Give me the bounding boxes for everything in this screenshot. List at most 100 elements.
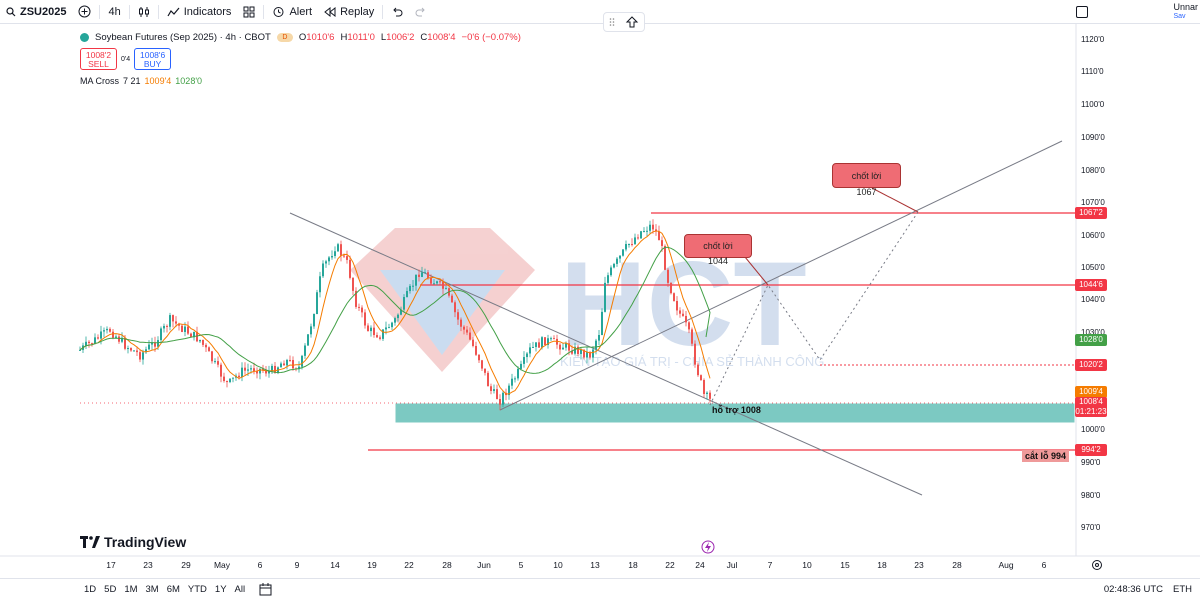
candle-body <box>685 315 687 323</box>
interval-button[interactable]: 4h <box>102 0 126 24</box>
change-value: −0'6 (−0.07%) <box>461 31 521 43</box>
candle-body <box>367 325 369 332</box>
candle-body <box>304 345 306 356</box>
candle-body <box>412 285 414 287</box>
time-axis[interactable]: 17 23 29 May 6 9 14 19 22 28 Jun 5 10 13 18 22 24 Jul 7 10 1… <box>0 556 1077 574</box>
watermark-logo-text: HCT <box>560 237 807 371</box>
legend-title[interactable]: Soybean Futures (Sep 2025) · 4h · CBOT <box>95 31 271 43</box>
candle-body <box>544 337 546 345</box>
floating-drawing-toolbar[interactable] <box>603 12 645 32</box>
candle-body <box>592 349 594 358</box>
time-axis-label: 24 <box>695 560 705 570</box>
divider <box>99 4 101 19</box>
layouts-button[interactable] <box>237 0 261 24</box>
range-button-ytd[interactable]: YTD <box>187 584 207 595</box>
price-axis-label: 1120'0 <box>1081 35 1105 44</box>
watermark-slogan: KIẾN TẠO GIÁ TRỊ - CHIA SẺ THÀNH CÔNG <box>560 354 824 369</box>
range-button-1d[interactable]: 1D <box>84 584 97 595</box>
candle-body <box>211 351 213 362</box>
range-button-1y[interactable]: 1Y <box>214 584 227 595</box>
candle-body <box>133 350 135 352</box>
candle-body <box>112 331 114 338</box>
ohlc-open: O1010'6 <box>299 32 335 43</box>
candle-body <box>175 321 177 324</box>
time-axis-label: 28 <box>952 560 962 570</box>
candle-body <box>709 392 711 399</box>
candle-body <box>217 361 219 365</box>
settings-icon[interactable] <box>1091 559 1103 571</box>
candle-body <box>136 350 138 353</box>
take-profit-callout-1044[interactable]: chốt lời 1044 <box>684 234 752 266</box>
candle-body <box>631 244 633 246</box>
projection-path[interactable] <box>709 211 919 406</box>
price-axis-label: 1090'0 <box>1081 133 1105 142</box>
candle-body <box>130 348 132 351</box>
layout-checkbox[interactable] <box>1076 6 1088 18</box>
undo-button[interactable] <box>385 0 409 24</box>
descending-trendline[interactable] <box>289 212 923 496</box>
time-axis-label: Jun <box>477 560 491 570</box>
close-value: 1008'4 <box>427 31 456 43</box>
range-button-all[interactable]: All <box>234 584 246 595</box>
candle-body <box>106 328 108 331</box>
range-button-3m[interactable]: 3M <box>145 584 159 595</box>
take-profit-callout-1067[interactable]: chốt lời 1067 <box>832 163 901 197</box>
price-tag-1067: 1067'2 <box>1075 207 1107 219</box>
candle-body <box>508 385 510 396</box>
stop-loss-label[interactable]: cắt lỗ 994 <box>1022 450 1070 462</box>
compare-button[interactable] <box>72 0 97 24</box>
candle-body <box>97 337 99 339</box>
calendar-range-icon[interactable] <box>259 583 272 596</box>
stop-loss-text: cắt lỗ 994 <box>1025 451 1067 461</box>
price-axis-label: 1060'0 <box>1081 231 1105 240</box>
session-toggle[interactable]: ETH <box>1173 584 1192 595</box>
tradingview-logo[interactable]: TradingView <box>80 534 186 550</box>
layout-name[interactable]: Unnar Sav <box>1173 2 1198 22</box>
high-value: 1011'0 <box>347 31 375 43</box>
ma-slow-value: 1028'0 <box>175 76 203 86</box>
time-axis-label: 18 <box>628 560 638 570</box>
lightning-icon[interactable] <box>701 540 715 554</box>
indicators-icon <box>167 7 180 16</box>
drag-handle-icon[interactable] <box>609 17 615 27</box>
ascending-trendline[interactable] <box>499 140 1063 411</box>
time-axis-label: May <box>213 560 231 570</box>
candle-body <box>703 379 705 394</box>
sell-button[interactable]: 1008'2 SELL <box>80 48 117 70</box>
chart-type-button[interactable] <box>132 0 156 24</box>
support-label[interactable]: hỗ trợ 1008 <box>712 405 761 415</box>
candle-body <box>349 259 351 278</box>
alert-button[interactable]: Alert <box>266 0 318 24</box>
range-button-5d[interactable]: 5D <box>104 584 117 595</box>
replay-button[interactable]: Replay <box>318 0 380 24</box>
candle-body <box>289 359 291 361</box>
time-axis-label: Jul <box>726 560 738 570</box>
candle-body <box>322 263 324 277</box>
range-button-6m[interactable]: 6M <box>166 584 180 595</box>
divider <box>128 4 130 19</box>
candle-body <box>433 283 435 285</box>
indicators-button[interactable]: Indicators <box>161 0 238 24</box>
candle-body <box>532 346 534 348</box>
ma-cross-legend[interactable]: MA Cross 7 21 1009'4 1028'0 <box>80 76 206 86</box>
utc-clock[interactable]: 02:48:36 UTC <box>1103 584 1163 595</box>
candle-body <box>199 339 201 342</box>
price-axis-label: 1070'0 <box>1081 198 1105 207</box>
price-axis-label: 990'0 <box>1081 458 1101 467</box>
candle-body <box>637 237 639 239</box>
ohlc-high: H1011'0 <box>340 32 374 43</box>
candle-body <box>664 245 666 270</box>
symbol-search[interactable]: ZSU2025 <box>0 0 72 24</box>
candle-body <box>541 337 543 348</box>
redo-button[interactable] <box>409 0 433 24</box>
arrow-up-icon[interactable] <box>625 15 639 29</box>
range-button-1m[interactable]: 1M <box>124 584 138 595</box>
tradingview-brand: TradingView <box>104 534 187 550</box>
price-tag-994: 994'2 <box>1075 444 1107 456</box>
candle-body <box>283 363 285 366</box>
buy-button[interactable]: 1008'6 BUY <box>134 48 172 70</box>
price-tag-1028: 1028'0 <box>1075 334 1107 346</box>
redo-icon <box>415 7 426 16</box>
support-zone[interactable] <box>395 403 1075 423</box>
